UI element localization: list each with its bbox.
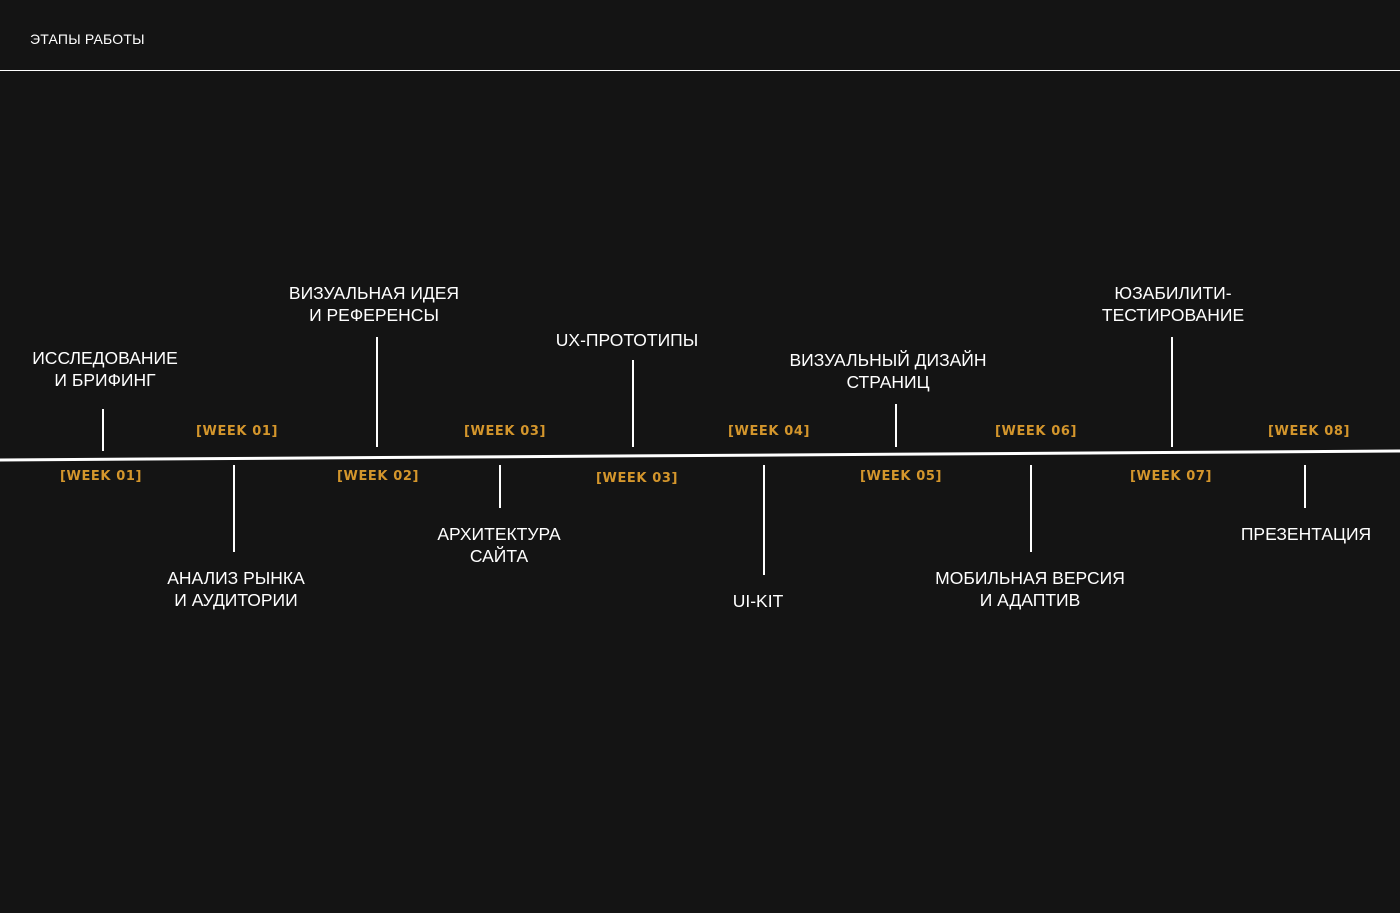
tick-ui-kit (763, 465, 765, 575)
stage-ux-prototypes: UX-ПРОТОТИПЫ (555, 330, 699, 350)
week-label-below: [WEEK 05] (859, 469, 943, 484)
page-title: ЭТАПЫ РАБОТЫ (30, 31, 145, 47)
tick-mobile-version (1030, 465, 1032, 552)
week-label-above: [WEEK 06] (994, 424, 1078, 439)
tick-ux-prototypes (632, 360, 634, 447)
header-divider (0, 70, 1400, 71)
stage-ui-kit: UI-KIT (732, 591, 784, 611)
tick-usability-testing (1171, 337, 1173, 447)
stage-visual-design: ВИЗУАЛЬНЫЙ ДИЗАЙН СТРАНИЦ (789, 350, 987, 392)
tick-architecture (499, 465, 501, 508)
timeline-axis (0, 449, 1400, 462)
stage-usability-testing: ЮЗАБИЛИТИ- ТЕСТИРОВАНИЕ (1101, 283, 1245, 325)
week-label-above: [WEEK 08] (1267, 424, 1351, 439)
week-label-above: [WEEK 03] (463, 424, 547, 439)
week-label-below: [WEEK 07] (1129, 469, 1213, 484)
stage-presentation: ПРЕЗЕНТАЦИЯ (1240, 524, 1372, 544)
week-label-above: [WEEK 04] (727, 424, 811, 439)
week-label-below: [WEEK 03] (595, 471, 679, 486)
tick-visual-idea (376, 337, 378, 447)
tick-research (102, 409, 104, 451)
tick-visual-design (895, 404, 897, 447)
stage-visual-idea: ВИЗУАЛЬНАЯ ИДЕЯ И РЕФЕРЕНСЫ (288, 283, 460, 325)
week-label-below: [WEEK 01] (59, 469, 143, 484)
tick-market-analysis (233, 465, 235, 552)
stage-architecture: АРХИТЕКТУРА САЙТА (437, 524, 561, 566)
stage-market-analysis: АНАЛИЗ РЫНКА И АУДИТОРИИ (167, 568, 305, 610)
tick-presentation (1304, 465, 1306, 508)
stage-mobile-version: МОБИЛЬНАЯ ВЕРСИЯ И АДАПТИВ (935, 568, 1125, 610)
week-label-above: [WEEK 01] (195, 424, 279, 439)
week-label-below: [WEEK 02] (336, 469, 420, 484)
stage-research: ИССЛЕДОВАНИЕ И БРИФИНГ (32, 348, 178, 390)
